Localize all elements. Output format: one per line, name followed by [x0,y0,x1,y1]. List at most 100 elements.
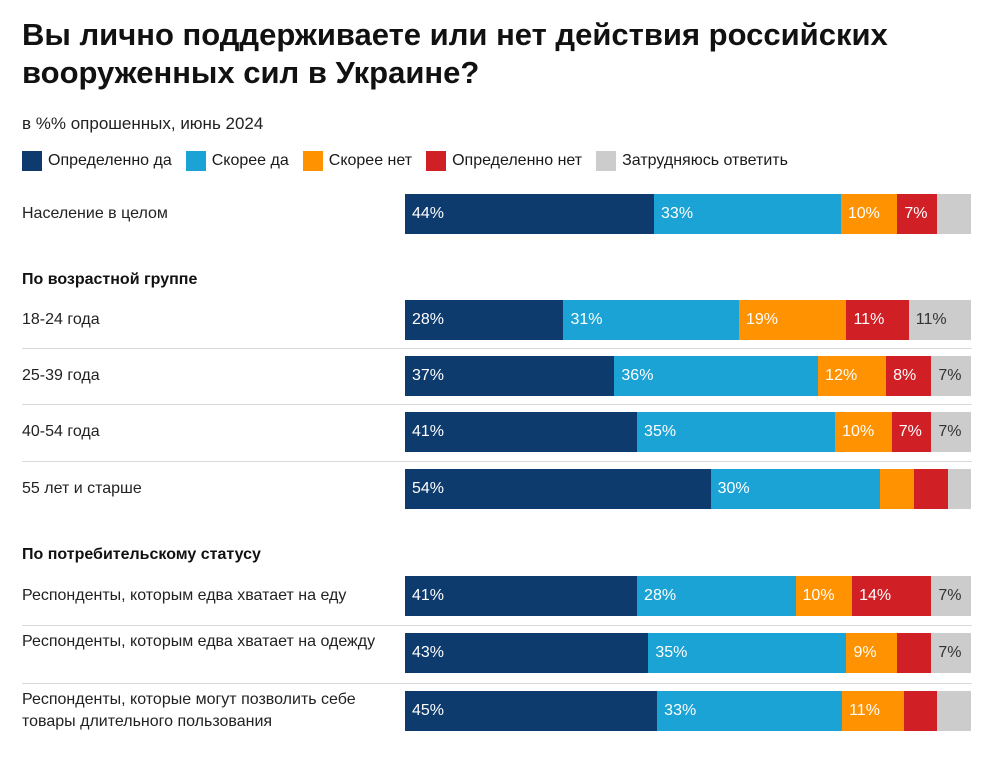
row-label-g1-r3: 55 лет и старше [22,480,142,497]
data-label-rather-no-g0-r0: 10% [847,205,880,222]
data-label-definitely-no-g0-r0: 7% [904,205,928,222]
bar-segment-rather-no-g1-r1 [818,356,887,396]
data-label-rather-yes-g2-r0: 28% [644,587,677,604]
data-label-rather-yes-g2-r1: 35% [655,644,688,661]
data-label-rather-no-g2-r2: 11% [849,702,880,719]
legend-label-rather-no: Скорее нет [328,152,413,169]
bar-segment-hard-to-say-g0-r0 [937,194,972,234]
data-label-rather-yes-g1-r1: 36% [621,367,654,384]
data-label-definitely-no-g1-r2: 7% [898,423,922,440]
bar-segment-rather-yes-g0-r0 [654,194,842,234]
bar-segment-rather-no-g2-r2 [842,691,905,731]
bar-segment-definitely-no-g2-r1 [897,633,932,673]
data-label-rather-no-g1-r0: 19% [745,311,778,328]
bar-segment-hard-to-say-g1-r2 [931,412,972,452]
legend-item-definitely-yes: Определенно да [22,151,172,171]
data-label-definitely-yes-g1-r3: 54% [412,480,445,497]
bar-g1-r3: 54% 30% [405,469,972,509]
bar-segment-definitely-no-g1-r0 [846,300,910,340]
row-separator [22,404,972,405]
data-label-rather-yes-g2-r2: 33% [664,702,697,719]
row-label-g1-r1: 25-39 года [22,367,100,384]
row-separator [22,461,972,462]
legend: Определенно да Скорее да Скорее нет Опре… [22,151,802,171]
data-label-rather-no-g1-r1: 12% [825,367,858,384]
bar-segment-rather-yes-g2-r2 [657,691,843,731]
chart-title: Вы лично поддерживаете или нет действия … [22,17,888,90]
bar-g1-r1: 37% 36% 12% 8% 7% [405,356,972,396]
legend-label-hard-to-say: Затрудняюсь ответить [622,152,788,169]
data-label-rather-no-g2-r1: 9% [853,644,877,661]
bar-segment-definitely-no-g2-r0 [852,576,932,616]
bar-segment-rather-yes-g1-r2 [637,412,836,452]
data-label-definitely-yes-g0-r0: 44% [412,205,445,222]
row-separator [22,348,972,349]
bar-segment-rather-no-g0-r0 [840,194,898,234]
row-label-g2-r2: Респонденты, которые могут позволить себ… [22,691,356,730]
data-label-hard-to-say-g1-r2: 7% [938,423,962,440]
section-heading-1: По возрастной группе [22,271,198,288]
row-separator [22,625,972,626]
legend-label-definitely-no: Определенно нет [452,152,583,169]
bar-segment-rather-yes-g1-r1 [614,356,819,396]
legend-label-definitely-yes: Определенно да [48,152,172,169]
bar-segment-rather-no-g2-r0 [795,576,853,616]
legend-swatch-rather-no [302,151,323,171]
bar-segment-rather-no-g1-r0 [738,300,847,340]
bar-segment-definitely-yes-g1-r3 [405,469,712,509]
row-label-g1-r2: 40-54 года [22,423,100,440]
bar-segment-definitely-no-g2-r2 [903,691,938,731]
bar-segment-rather-yes-g1-r3 [710,469,881,509]
data-label-definitely-yes-g1-r0: 28% [412,311,445,328]
bar-segment-rather-no-g2-r1 [846,633,898,673]
chart-subtitle: в %% опрошенных, июнь 2024 [22,114,264,133]
legend-swatch-hard-to-say [596,151,617,171]
data-label-definitely-yes-g2-r2: 45% [412,702,445,719]
legend-item-definitely-no: Определенно нет [426,151,582,171]
data-label-hard-to-say-g1-r0: 11% [915,311,947,328]
row-label-g2-r0: Респонденты, которым едва хватает на еду [22,587,347,604]
legend-swatch-definitely-yes [22,151,42,171]
data-label-rather-yes-g1-r3: 30% [717,480,750,497]
bar-segment-hard-to-say-g1-r1 [931,356,972,396]
bar-segment-rather-yes-g2-r0 [637,576,797,616]
data-label-rather-yes-g1-r0: 31% [570,311,603,328]
bar-segment-definitely-yes-g1-r0 [405,300,564,340]
bar-segment-rather-yes-g1-r0 [563,300,740,340]
bar-g0-r0: 44% 33% 10% 7% [405,194,972,234]
bar-segment-hard-to-say-g2-r1 [931,633,972,673]
data-label-rather-yes-g1-r2: 35% [644,423,677,440]
bar-segment-definitely-no-g1-r3 [914,469,949,509]
data-label-definitely-yes-g2-r0: 41% [412,587,445,604]
bar-segment-rather-no-g1-r3 [880,469,915,509]
legend-label-rather-yes: Скорее да [211,152,289,169]
data-label-hard-to-say-g2-r0: 7% [938,587,962,604]
data-label-hard-to-say-g1-r1: 7% [938,367,962,384]
data-label-definitely-no-g1-r0: 11% [853,311,885,328]
bar-segment-definitely-no-g1-r1 [886,356,932,396]
row-label-g2-r1: Респонденты, которым едва хватает на оде… [22,633,376,650]
bar-segment-rather-yes-g2-r1 [648,633,847,673]
data-label-definitely-yes-g1-r1: 37% [412,367,445,384]
bar-segment-definitely-yes-g1-r1 [405,356,615,396]
legend-item-rather-no: Скорее нет [302,151,413,171]
bar-segment-definitely-yes-g2-r2 [405,691,658,731]
bar-segment-definitely-no-g0-r0 [897,194,938,234]
legend-swatch-rather-yes [185,151,206,171]
bar-segment-hard-to-say-g1-r0 [908,300,972,340]
row-separator [22,683,972,684]
bar-segment-definitely-yes-g2-r0 [405,576,638,616]
bar-segment-definitely-yes-g0-r0 [405,194,655,234]
bar-segment-rather-no-g1-r2 [835,412,893,452]
data-label-rather-yes-g0-r0: 33% [661,205,694,222]
data-label-definitely-no-g1-r1: 8% [893,367,917,384]
bar-g2-r2: 45% 33% 11% [405,691,972,731]
legend-item-hard-to-say: Затрудняюсь ответить [596,151,788,171]
bar-segment-hard-to-say-g1-r3 [948,469,972,509]
bar-g1-r2: 41% 35% 10% 7% 7% [405,412,972,452]
data-label-rather-no-g2-r0: 10% [802,587,835,604]
bar-g2-r1: 43% 35% 9% 7% [405,633,972,673]
bar-segment-definitely-yes-g2-r1 [405,633,649,673]
section-heading-2: По потребительскому статусу [22,546,261,563]
row-label-g1-r0: 18-24 года [22,311,100,328]
